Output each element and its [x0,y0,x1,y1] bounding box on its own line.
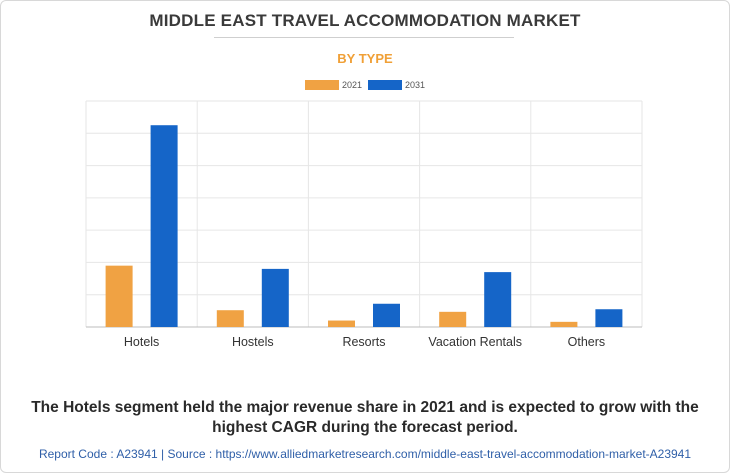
legend-item-2021[interactable]: 2021 [304,80,362,90]
legend-label-2031: 2031 [405,80,426,90]
bar-vacation-rentals-2031 [484,272,512,327]
bar-hotels-2031 [150,125,178,327]
bar-resorts-2021 [328,320,355,327]
title-divider [214,37,514,38]
chart-subtitle: BY TYPE [337,51,393,66]
legend-label-2021: 2021 [341,80,362,90]
legend: 2021 2031 [0,80,730,90]
x-tick-label-hotels: Hotels [124,335,159,349]
bar-hostels-2031 [261,268,289,327]
x-tick-label-resorts: Resorts [342,335,385,349]
bar-resorts-2031 [373,303,400,327]
bar-hostels-2021 [216,310,244,327]
x-tick-label-others: Others [568,335,606,349]
chart-title: MIDDLE EAST TRAVEL ACCOMMODATION MARKET [149,11,581,30]
legend-swatch-2021 [304,80,339,90]
x-tick-label-hostels: Hostels [232,335,274,349]
source-footer: Report Code : A23941 | Source : https://… [38,447,692,461]
bar-hotels-2021 [105,265,133,327]
legend-swatch-2031 [368,80,402,90]
bar-others-2031 [595,309,623,327]
bar-vacation-rentals-2021 [439,311,467,327]
legend-item-2031[interactable]: 2031 [368,80,425,90]
chart-caption: The Hotels segment held the major revenu… [31,399,699,436]
x-tick-label-vacation-rentals: Vacation Rentals [428,335,522,349]
bar-others-2021 [550,321,578,327]
